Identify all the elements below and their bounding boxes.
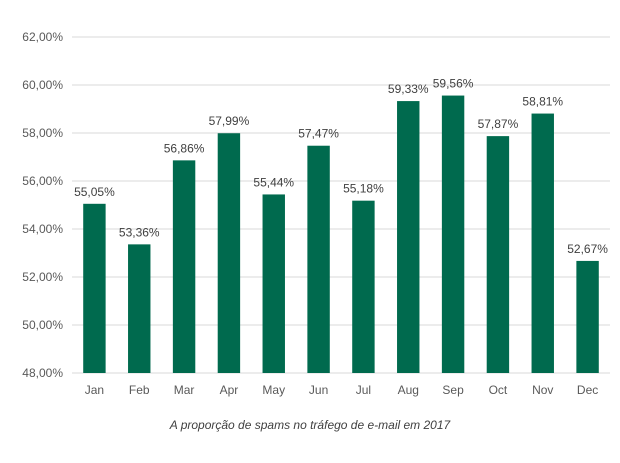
data-label: 57,99% [209,114,250,128]
bar-nov [531,113,554,373]
x-axis-ticks: Jan Feb Mar Apr May Jun Jul Aug Sep Oct Nov Dec [85,383,599,397]
y-tick-label: 52,00% [22,270,63,284]
data-labels: 55,05% 53,36% 56,86% 57,99% 55,44% 57,47% 55,1… [74,77,608,256]
data-label: 56,86% [164,141,205,155]
chart-caption: A proporção de spams no tráfego de e-mai… [169,418,451,432]
data-label: 55,18% [343,182,384,196]
x-tick-label: Jun [309,383,328,397]
bar-oct [486,136,510,373]
x-tick-label: Feb [129,383,150,397]
bars [83,95,599,373]
x-tick-label: Oct [489,383,508,397]
bar-apr [217,133,241,373]
data-label: 58,81% [522,95,563,109]
bar-jan [83,203,106,373]
data-label: 57,47% [298,127,339,141]
bar-chart: 48,00% 50,00% 52,00% 54,00% 56,00% 58,00% 60,0… [22,30,610,397]
x-tick-label: Jan [85,383,104,397]
data-label: 59,33% [388,82,429,96]
data-label: 53,36% [119,225,160,239]
y-tick-label: 56,00% [22,174,63,188]
x-tick-label: Apr [220,383,239,397]
data-label: 55,05% [74,185,115,199]
y-tick-label: 50,00% [22,318,63,332]
y-tick-label: 48,00% [22,366,63,380]
gridlines [72,36,610,374]
x-tick-label: May [262,383,285,397]
bar-jul [352,200,375,373]
x-tick-label: Nov [532,383,553,397]
data-label: 52,67% [567,242,608,256]
y-tick-label: 58,00% [22,126,63,140]
x-tick-label: Mar [174,383,195,397]
data-label: 55,44% [253,175,294,189]
bar-sep [441,95,465,373]
bar-may [262,194,285,373]
bar-feb [128,244,151,373]
data-label: 59,56% [433,77,474,91]
x-tick-label: Sep [442,383,464,397]
x-tick-label: Aug [398,383,419,397]
y-tick-label: 60,00% [22,78,63,92]
bar-jun [307,145,330,373]
bar-aug [397,101,420,373]
data-label: 57,87% [478,117,519,131]
y-tick-label: 62,00% [22,30,63,44]
x-tick-label: Jul [356,383,371,397]
x-tick-label: Dec [577,383,598,397]
y-tick-label: 54,00% [22,222,63,236]
y-axis-ticks: 48,00% 50,00% 52,00% 54,00% 56,00% 58,00% 60,0… [22,30,63,380]
bar-dec [576,260,599,373]
bar-mar [172,160,196,373]
